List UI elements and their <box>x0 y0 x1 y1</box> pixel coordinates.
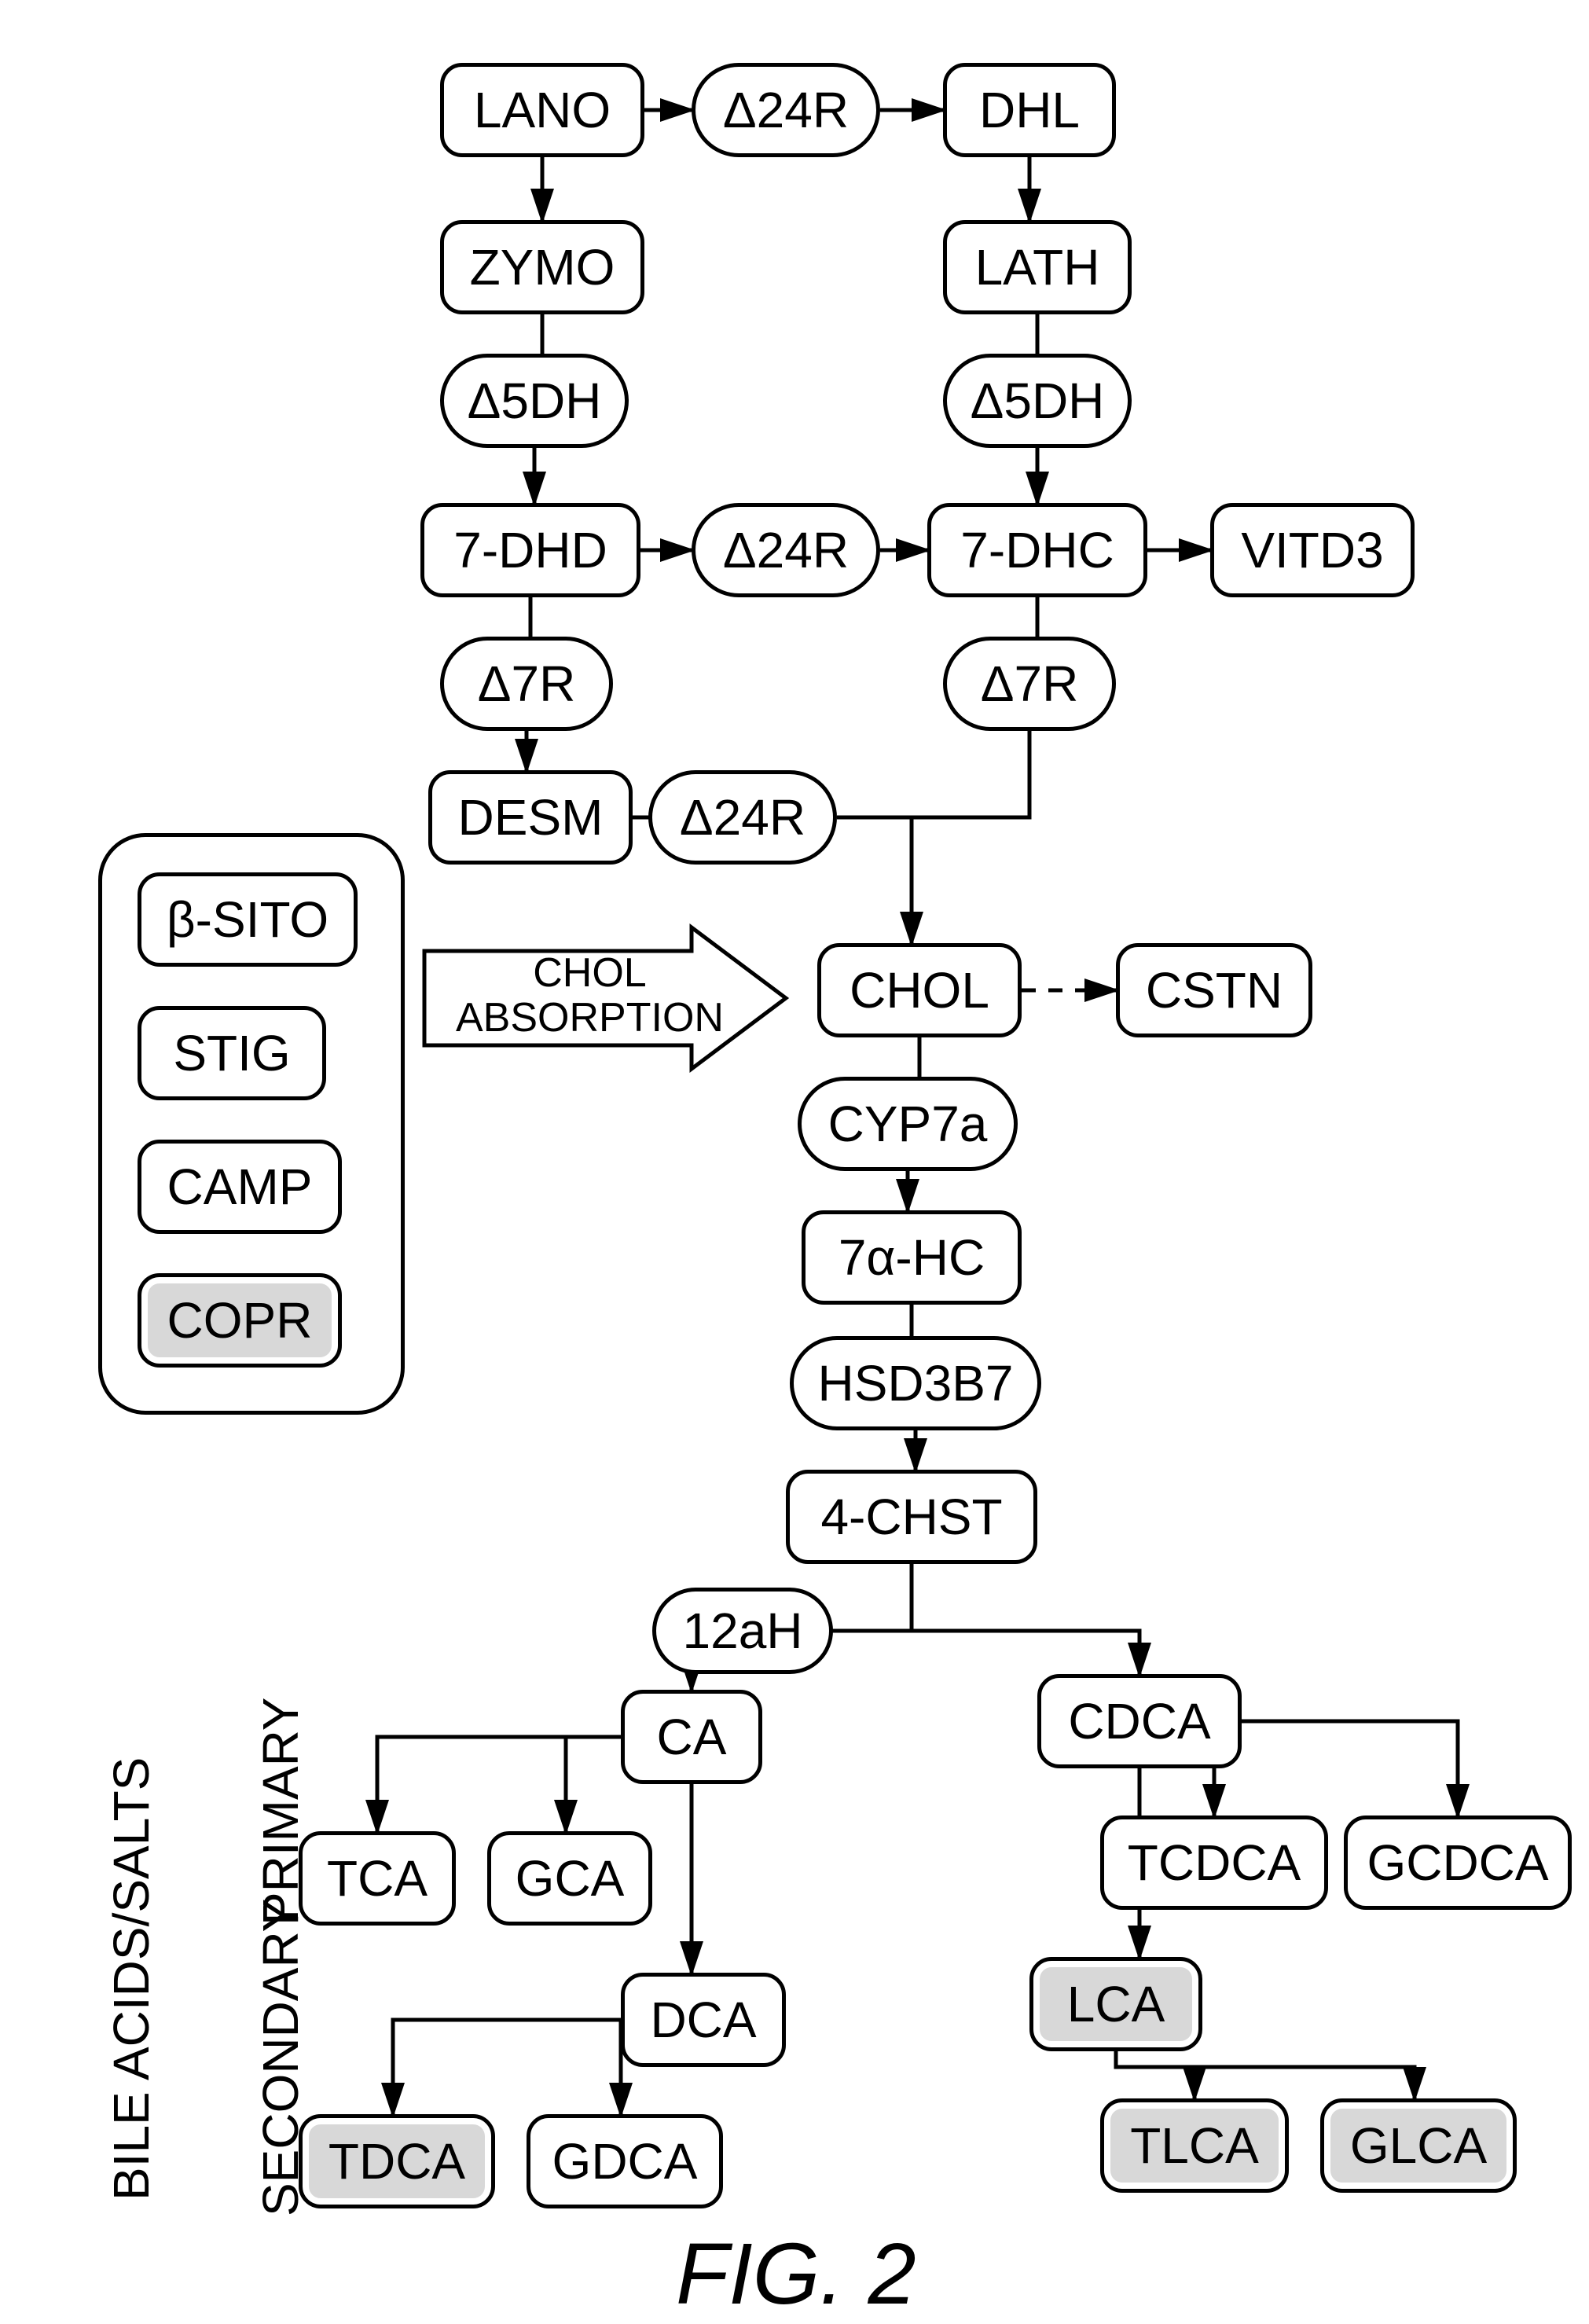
secondary-label: SECONDARY <box>251 1899 310 2216</box>
diagram-stage: LANO Δ24R DHL ZYMO LATH Δ5DH Δ5DH 7-DHD Δ24R 7-DH… <box>0 0 1589 2324</box>
bile-acids-label: BILE ACIDS/SALTS <box>102 1757 160 2201</box>
node-dhl: DHL <box>943 63 1116 157</box>
node-gdca: GDCA <box>527 2114 723 2208</box>
node-lca: LCA <box>1029 1957 1202 2051</box>
node-d7r_r: Δ7R <box>943 637 1116 731</box>
node-tdca: TDCA <box>299 2114 495 2208</box>
node-7ahc: 7α-HC <box>802 1210 1022 1305</box>
node-chol: CHOL <box>817 943 1022 1037</box>
node-zymo: ZYMO <box>440 220 644 314</box>
node-gcdca: GCDCA <box>1344 1816 1572 1910</box>
node-4chst: 4-CHST <box>786 1470 1037 1564</box>
node-cstn: CSTN <box>1116 943 1312 1037</box>
node-7dhd: 7-DHD <box>420 503 640 597</box>
figure-label: FIG. 2 <box>676 2224 916 2324</box>
node-d5dh_r: Δ5DH <box>943 354 1132 448</box>
node-copr: COPR <box>138 1273 342 1368</box>
node-hsd3b7: HSD3B7 <box>790 1336 1041 1430</box>
node-glca: GLCA <box>1320 2098 1517 2193</box>
node-12ah: 12aH <box>652 1588 833 1674</box>
node-gca: GCA <box>487 1831 652 1926</box>
node-ca: CA <box>621 1690 762 1784</box>
node-desm: DESM <box>428 770 633 865</box>
node-lano: LANO <box>440 63 644 157</box>
node-7dhc: 7-DHC <box>927 503 1147 597</box>
node-dca: DCA <box>621 1973 786 2067</box>
node-d5dh_l: Δ5DH <box>440 354 629 448</box>
node-bsito: β-SITO <box>138 872 358 967</box>
node-d24r_low: Δ24R <box>648 770 837 865</box>
node-tca: TCA <box>299 1831 456 1926</box>
node-d7r_l: Δ7R <box>440 637 613 731</box>
node-vitd3: VITD3 <box>1210 503 1415 597</box>
node-tcdca: TCDCA <box>1100 1816 1328 1910</box>
node-camp: CAMP <box>138 1140 342 1234</box>
node-lath: LATH <box>943 220 1132 314</box>
node-cdca: CDCA <box>1037 1674 1242 1768</box>
node-d24r_top: Δ24R <box>692 63 880 157</box>
node-d24r_mid: Δ24R <box>692 503 880 597</box>
node-stig: STIG <box>138 1006 326 1100</box>
chol-absorption-label: CHOLABSORPTION <box>456 951 724 1041</box>
node-tlca: TLCA <box>1100 2098 1289 2193</box>
primary-label: PRIMARY <box>251 1698 310 1926</box>
node-cyp7a: CYP7a <box>798 1077 1018 1171</box>
